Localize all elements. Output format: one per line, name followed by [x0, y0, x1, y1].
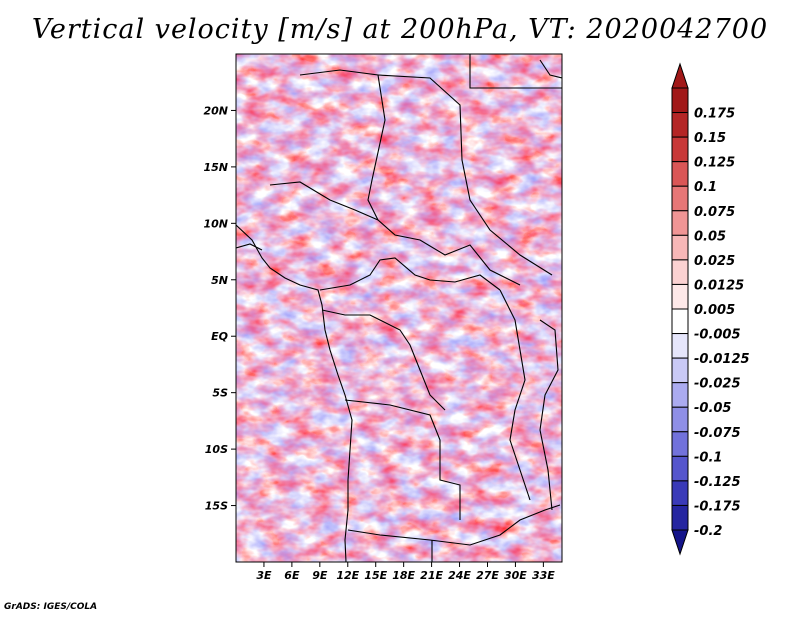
- colorbar-segment: [671, 455, 689, 482]
- country-borders: [236, 54, 562, 562]
- colorbar-label: 0.0125: [694, 278, 744, 293]
- colorbar-label: -0.125: [694, 475, 741, 490]
- lon-tick-label: 9E: [312, 569, 328, 582]
- colorbar-label: 0.15: [694, 131, 726, 146]
- latitude-axis: 20N 15N 10N 5N EQ 5S 10S 15S: [203, 104, 236, 513]
- colorbar-segment: [671, 112, 689, 138]
- colorbar-segment: [671, 87, 689, 114]
- lon-tick-label: 15E: [364, 569, 387, 582]
- lon-tick-label: 12E: [336, 569, 359, 582]
- vertical-velocity-field: [236, 54, 562, 562]
- colorbar-segment: [671, 357, 689, 384]
- colorbar: 0.175 0.15 0.125 0.1 0.075 0.05 0.025 0.0125 0.0…: [671, 62, 750, 556]
- lon-tick-label: 6E: [284, 569, 300, 582]
- colorbar-segment: [671, 136, 689, 163]
- colorbar-label: 0.075: [694, 205, 735, 220]
- lat-tick-label: 5N: [211, 274, 228, 287]
- lon-tick-label: 21E: [420, 569, 443, 582]
- longitude-axis: 3E 6E 9E 12E 15E 18E 21E 24E 27E 30E 33E: [256, 562, 555, 582]
- colorbar-label: -0.175: [694, 499, 741, 514]
- colorbar-segment: [671, 210, 689, 236]
- colorbar-label: 0.1: [694, 180, 717, 195]
- lon-tick-label: 30E: [504, 569, 527, 582]
- lat-tick-label: 15S: [205, 500, 228, 513]
- colorbar-bottom-arrow: [671, 529, 689, 556]
- colorbar-segment: [671, 333, 689, 359]
- colorbar-segment: [671, 161, 689, 187]
- colorbar-segment: [671, 308, 689, 335]
- lat-tick-label: 10N: [203, 217, 228, 230]
- colorbar-label: 0.05: [694, 229, 726, 244]
- lat-tick-label: 10S: [205, 443, 228, 456]
- map-frame: [235, 53, 563, 563]
- lon-tick-label: 3E: [256, 569, 272, 582]
- colorbar-segment: [671, 406, 689, 433]
- colorbar-segment: [671, 480, 689, 506]
- plot-title: Vertical velocity [m/s] at 200hPa, VT: 2…: [31, 14, 769, 45]
- lat-tick-label: 20N: [203, 104, 228, 117]
- colorbar-label: -0.005: [694, 328, 741, 343]
- colorbar-label: 0.175: [694, 107, 735, 122]
- lon-tick-label: 18E: [392, 569, 415, 582]
- colorbar-label: 0.025: [694, 254, 735, 269]
- colorbar-label: 0.125: [694, 156, 735, 171]
- colorbar-label: -0.075: [694, 426, 741, 441]
- lat-tick-label: 15N: [203, 161, 228, 174]
- colorbar-top-arrow: [671, 62, 689, 89]
- colorbar-segment: [671, 431, 689, 457]
- lat-tick-label: EQ: [211, 330, 228, 343]
- grads-credit: GrADS: IGES/COLA: [4, 602, 98, 612]
- colorbar-segment: [671, 259, 689, 285]
- colorbar-label: -0.1: [694, 450, 722, 465]
- lon-tick-label: 27E: [476, 569, 499, 582]
- colorbar-segment: [671, 234, 689, 261]
- colorbar-segment: [671, 283, 689, 310]
- colorbar-label: -0.05: [694, 401, 731, 416]
- lon-tick-label: 24E: [448, 569, 471, 582]
- colorbar-segment: [671, 185, 689, 212]
- colorbar-label: -0.2: [694, 524, 722, 539]
- colorbar-segment: [671, 504, 689, 531]
- colorbar-segment: [671, 382, 689, 408]
- colorbar-label: -0.025: [694, 377, 741, 392]
- lon-tick-label: 33E: [532, 569, 555, 582]
- lat-tick-label: 5S: [212, 387, 228, 400]
- colorbar-label: -0.0125: [694, 352, 750, 367]
- colorbar-label: 0.005: [694, 303, 735, 318]
- map-panel: [236, 54, 562, 562]
